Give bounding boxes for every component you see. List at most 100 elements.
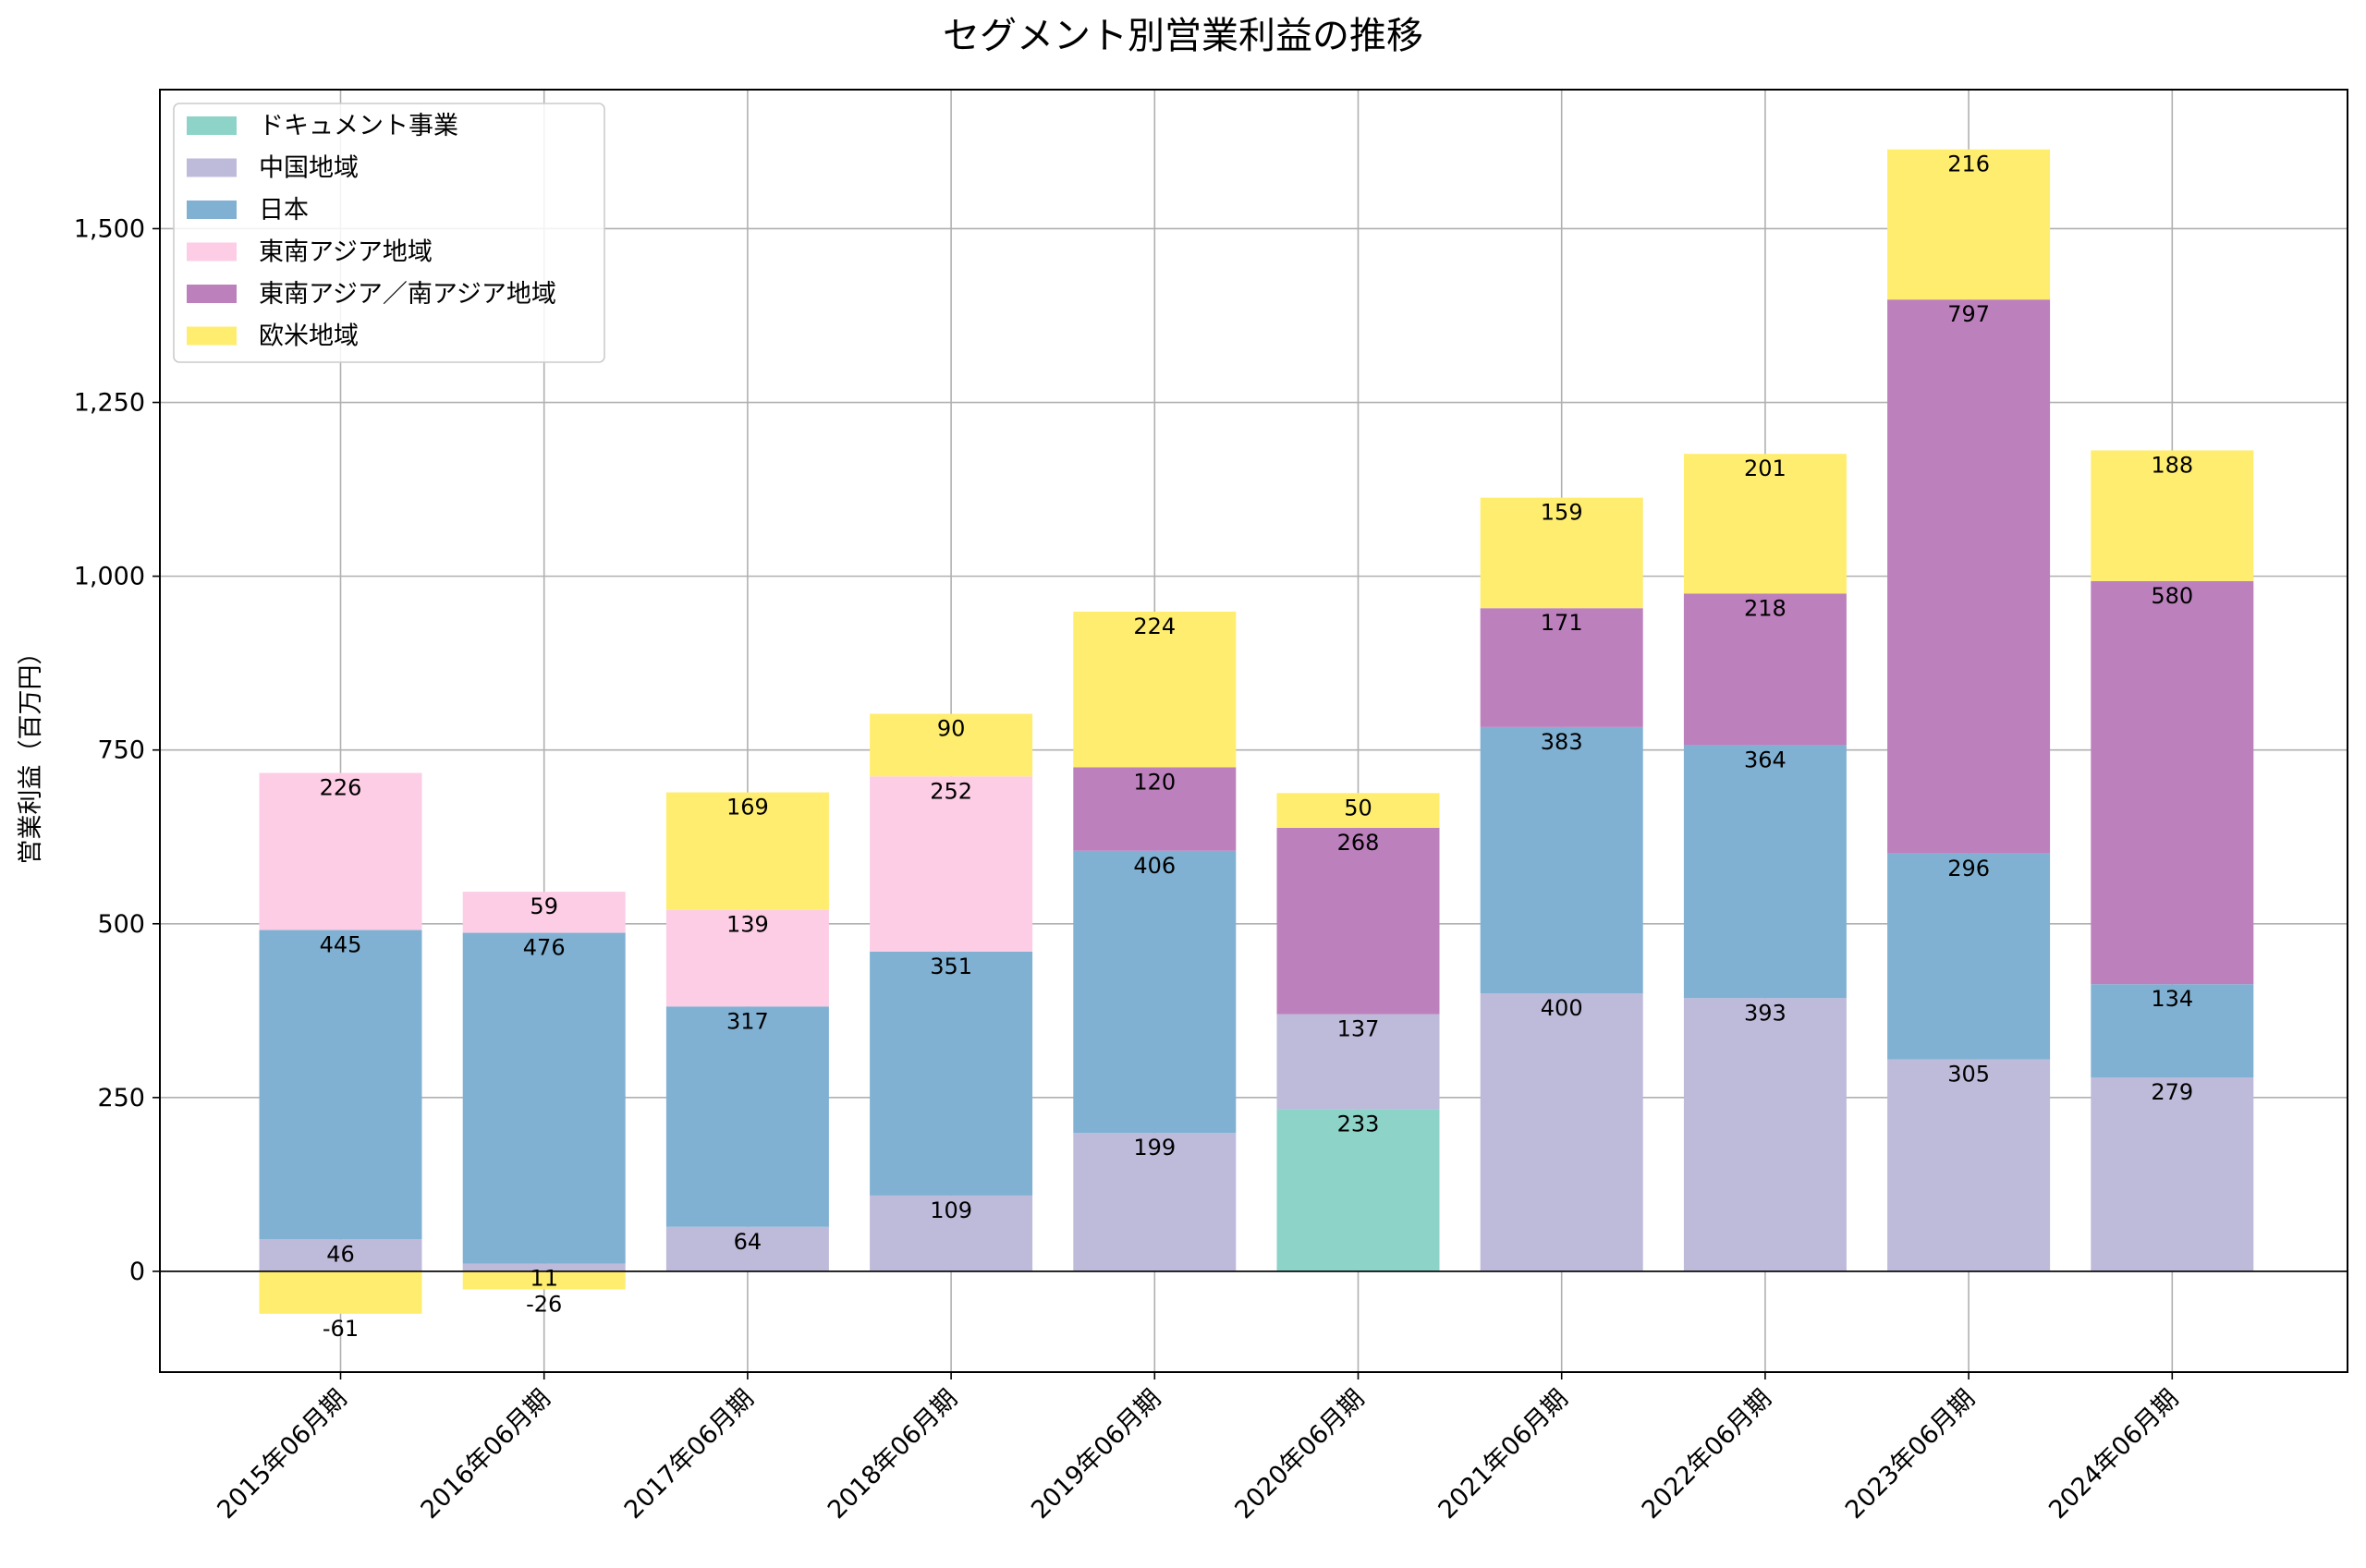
bar-segment [1073, 850, 1237, 1134]
bar-segment [665, 909, 829, 1007]
y-tick-label: 1,250 [74, 389, 145, 418]
x-tick-label: 2022年06月期 [1637, 1384, 1777, 1525]
data-label: 188 [2151, 452, 2193, 478]
bar-segment [259, 930, 422, 1240]
data-label: 252 [930, 778, 972, 804]
bar-segment [1887, 853, 2051, 1060]
data-label: 224 [1133, 614, 1176, 639]
bar-segment [1480, 726, 1643, 993]
bar-segment [870, 1195, 1033, 1271]
data-label: 169 [726, 795, 769, 820]
legend-box [173, 103, 605, 363]
data-label: 59 [530, 893, 558, 919]
bar-segment [665, 1226, 829, 1271]
data-label: 90 [937, 716, 966, 742]
data-label: 159 [1541, 500, 1583, 526]
y-tick-label: 750 [97, 736, 145, 765]
data-label: 279 [2151, 1079, 2193, 1105]
bar-segment [1887, 1059, 2051, 1271]
y-axis-label: 営業利益（百万円） [17, 640, 45, 865]
bar-segment [1683, 454, 1847, 594]
bar-segment [665, 1006, 829, 1227]
data-label: 171 [1541, 610, 1583, 636]
data-label: 797 [1947, 301, 1990, 327]
data-label: 137 [1337, 1016, 1380, 1042]
y-tick-label: 250 [97, 1084, 145, 1112]
legend-label: 欧米地域 [259, 322, 359, 351]
bar-segment [870, 951, 1033, 1196]
y-tick-label: 1,000 [74, 563, 145, 591]
bar-segment [2091, 984, 2254, 1078]
bar-segment [665, 792, 829, 910]
bar-segment [259, 1239, 422, 1271]
bar-segment [462, 932, 626, 1264]
data-label: 109 [930, 1197, 972, 1223]
bar-segment [2091, 450, 2254, 581]
bar-segment [1480, 497, 1643, 609]
data-label: 364 [1744, 747, 1787, 772]
data-label: 296 [1947, 856, 1990, 881]
data-label: 406 [1133, 853, 1176, 879]
legend-swatch [187, 201, 237, 219]
data-label: 64 [734, 1229, 762, 1255]
data-label: 216 [1947, 152, 1990, 177]
bar-segment [462, 1270, 626, 1290]
legend-swatch [187, 158, 237, 177]
data-label: 218 [1744, 595, 1787, 621]
legend-swatch [187, 326, 237, 346]
legend-swatch [187, 116, 237, 135]
x-tick-label: 2023年06月期 [1840, 1384, 1981, 1525]
data-label: 268 [1337, 830, 1380, 856]
legend-label: 中国地域 [259, 154, 359, 183]
plot-frame [159, 89, 2348, 1373]
data-label: 400 [1541, 995, 1583, 1021]
bar-segment [1887, 149, 2051, 300]
x-tick-label: 2020年06月期 [1229, 1384, 1370, 1525]
legend-swatch [187, 285, 237, 303]
bar-segment [1683, 593, 1847, 746]
data-label: 134 [2151, 986, 2193, 1012]
x-tick-label: 2024年06月期 [2043, 1384, 2184, 1525]
bar-segment [1887, 299, 2051, 854]
bar-segment [870, 776, 1033, 952]
data-label: 393 [1744, 1000, 1787, 1026]
bar-segment [1073, 1133, 1237, 1271]
data-label: -61 [323, 1316, 359, 1342]
data-label: -26 [526, 1291, 562, 1317]
bar-segment [462, 1263, 626, 1271]
y-tick-label: 500 [97, 910, 145, 939]
x-tick-label: 2015年06月期 [212, 1384, 352, 1525]
data-label: 580 [2151, 583, 2193, 609]
y-tick-label: 1,500 [74, 214, 145, 243]
bar-segment [1276, 1014, 1440, 1110]
bar-segment [2091, 580, 2254, 985]
bar-segment [1276, 793, 1440, 828]
y-tick-label: 0 [129, 1258, 145, 1286]
x-tick-label: 2018年06月期 [823, 1384, 963, 1525]
bar-segment [259, 772, 422, 930]
data-label: 351 [930, 954, 972, 979]
data-label: 199 [1133, 1135, 1176, 1161]
bar-segment [1683, 745, 1847, 999]
x-tick-label: 2016年06月期 [416, 1384, 556, 1525]
data-label: 383 [1541, 729, 1583, 755]
bar-segment [2091, 1077, 2254, 1271]
bar-segment [1276, 827, 1440, 1015]
bar-segment [1480, 608, 1643, 727]
data-label: 317 [726, 1008, 769, 1034]
data-labels-layer: 46 445 226 -61 11 476 59 -26 64 317 139 169 109 351 25… [320, 152, 2194, 1342]
bar-segment [1073, 767, 1237, 851]
legend-label: 日本 [259, 196, 309, 225]
bar-segment [1276, 1109, 1440, 1271]
bars-layer [259, 149, 2254, 1314]
bar-segment [1073, 611, 1237, 768]
bar-segment [1480, 992, 1643, 1271]
data-label: 11 [530, 1266, 558, 1292]
bar-segment [1683, 998, 1847, 1271]
data-label: 46 [326, 1241, 355, 1267]
data-label: 226 [320, 775, 362, 801]
chart-title: セグメント別営業利益の推移 [943, 15, 1423, 57]
x-tick-label: 2021年06月期 [1433, 1384, 1574, 1525]
x-tick-label: 2017年06月期 [619, 1384, 760, 1525]
